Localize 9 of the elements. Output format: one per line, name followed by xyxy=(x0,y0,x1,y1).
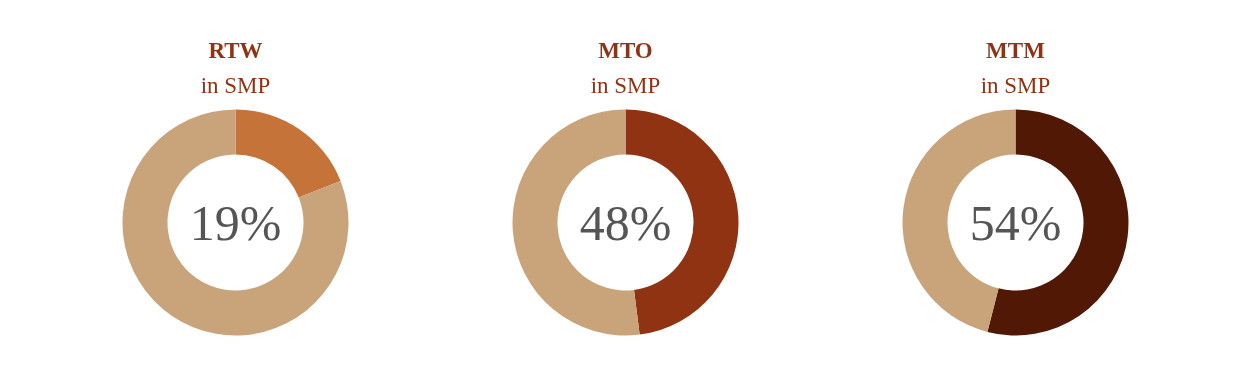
chart-subtitle: in SMP xyxy=(200,73,271,98)
chart-title: MTM xyxy=(986,38,1046,63)
text: 19% xyxy=(189,194,282,251)
chart-subtitle: in SMP xyxy=(590,73,661,98)
chart-title: RTW xyxy=(208,38,263,63)
text: 54% xyxy=(969,194,1062,251)
text: 48% xyxy=(579,194,672,251)
chart-subtitle: in SMP xyxy=(980,73,1051,98)
chart-title: MTO xyxy=(598,38,653,63)
